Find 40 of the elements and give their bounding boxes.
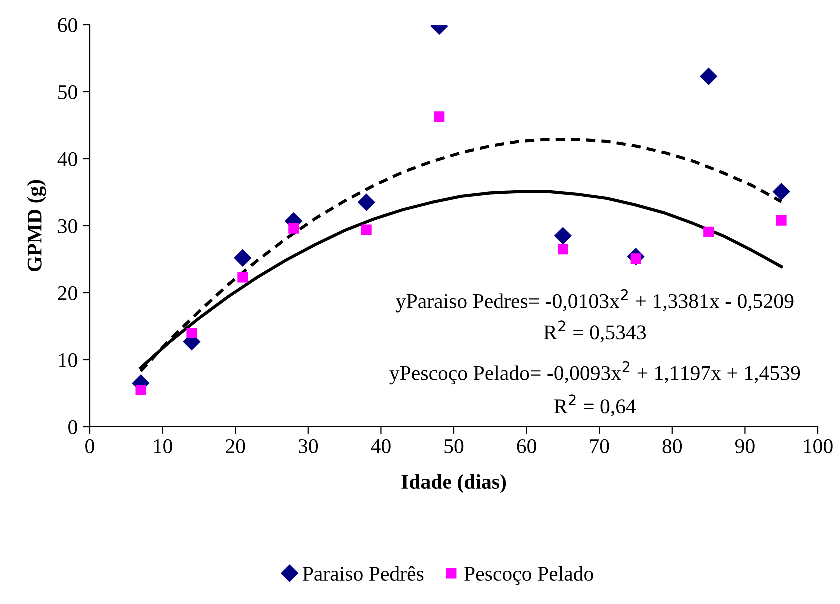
annotation: yPescoço Pelado= -0,0093x$^{2}$ + 1,1197x + 1,4539 [390,361,800,385]
legend-label: Paraiso Pedrês [302,566,424,582]
point [234,250,252,267]
point [776,215,787,226]
x-axis-title: Idade (dias) [402,474,506,494]
y-tick-label: 50 [58,85,78,100]
x-tick-label: 100 [804,439,833,454]
y-tick-label: 20 [58,286,78,300]
annotation: R$^{2}$ = 0,64 [554,394,636,417]
x-tick-label: 60 [517,439,536,454]
x-tick-label: 80 [662,439,682,454]
point [773,183,790,200]
legend-label: Pescoço Pelado [464,566,594,586]
annotation: R$^{2}$ = 0,5343 [544,320,646,343]
point [434,112,445,122]
point [288,223,300,234]
y-tick-label: 10 [59,353,78,368]
x-tick-label: 70 [590,439,610,454]
y-tick-label: 60 [58,18,78,32]
y-tick-label: 0 [68,420,78,434]
point [358,194,376,212]
x-tick-label: 50 [444,439,464,454]
point [554,228,572,245]
x-tick-label: 90 [735,439,755,454]
point [186,328,198,338]
point [361,224,372,236]
x-tick-label: 40 [371,439,391,454]
point [238,272,248,283]
x-tick-label: 0 [86,439,94,454]
point [558,244,568,255]
y-tick-label: 40 [58,152,78,166]
point [704,226,714,238]
x-tick-label: 20 [226,439,246,454]
annotation: yParaiso Pedres= -0,0103x$^{2}$ + 1,3381x - 0,5209 [396,289,794,313]
point [136,384,146,396]
point [700,68,718,86]
y-tick-label: 30 [58,219,78,234]
y-axis-title: GPMD (g) [27,180,46,272]
x-tick-label: 10 [154,439,172,454]
x-tick-label: 30 [298,439,318,454]
